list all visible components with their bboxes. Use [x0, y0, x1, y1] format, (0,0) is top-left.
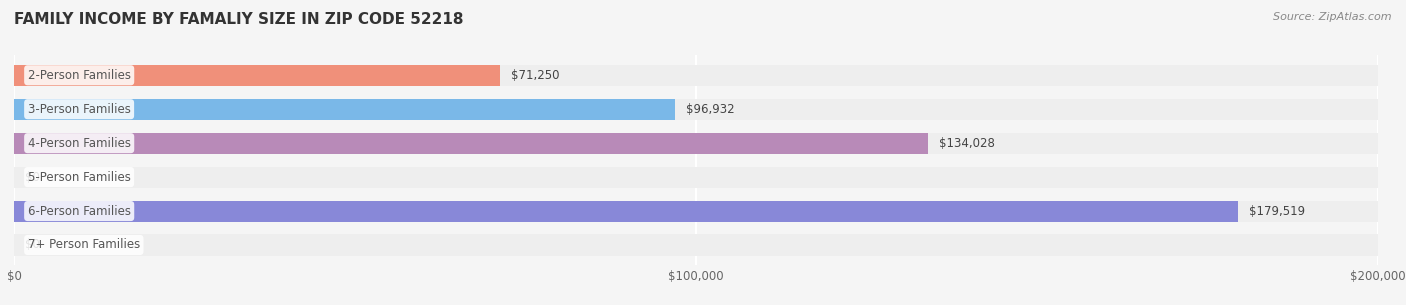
Bar [14, 65, 1378, 86]
Text: $71,250: $71,250 [510, 69, 560, 82]
Bar [14, 99, 1378, 120]
Text: 7+ Person Families: 7+ Person Families [28, 239, 141, 252]
Text: FAMILY INCOME BY FAMALIY SIZE IN ZIP CODE 52218: FAMILY INCOME BY FAMALIY SIZE IN ZIP COD… [14, 12, 464, 27]
Text: 6-Person Families: 6-Person Families [28, 205, 131, 217]
Bar [14, 167, 1378, 188]
Text: 5-Person Families: 5-Person Families [28, 170, 131, 184]
Text: 3-Person Families: 3-Person Families [28, 103, 131, 116]
Bar [14, 200, 1239, 221]
Bar [14, 99, 675, 120]
Bar [14, 235, 1378, 256]
Text: $0: $0 [25, 239, 39, 252]
Bar [14, 133, 1378, 154]
Text: Source: ZipAtlas.com: Source: ZipAtlas.com [1274, 12, 1392, 22]
Text: $179,519: $179,519 [1249, 205, 1305, 217]
Text: $96,932: $96,932 [686, 103, 734, 116]
Bar [14, 65, 501, 86]
Text: 4-Person Families: 4-Person Families [28, 137, 131, 150]
Text: $0: $0 [25, 170, 39, 184]
Bar [14, 133, 928, 154]
Bar [14, 200, 1378, 221]
Text: 2-Person Families: 2-Person Families [28, 69, 131, 82]
Text: $134,028: $134,028 [939, 137, 995, 150]
